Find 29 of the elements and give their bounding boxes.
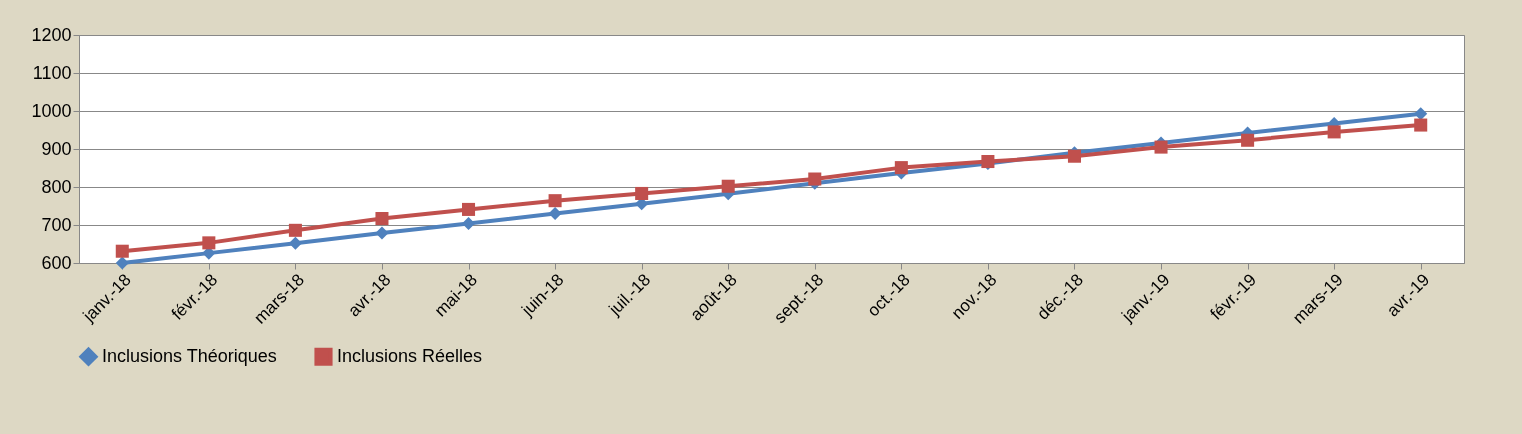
point xyxy=(721,179,735,193)
y-tick-label: 900 xyxy=(41,138,72,159)
point xyxy=(202,236,216,250)
point xyxy=(1241,133,1255,147)
legend-label: Inclusions Réelles xyxy=(337,345,483,366)
point xyxy=(288,223,302,237)
point xyxy=(115,244,129,258)
legend-label: Inclusions Théoriques xyxy=(102,345,277,366)
point xyxy=(375,226,389,240)
point xyxy=(462,202,476,216)
point xyxy=(635,186,649,200)
point xyxy=(1154,140,1168,154)
point xyxy=(548,207,562,221)
point xyxy=(894,161,908,175)
point xyxy=(1327,125,1341,139)
point xyxy=(375,212,389,226)
y-tick-label: 600 xyxy=(41,252,72,273)
y-tick-label: 1100 xyxy=(32,62,72,83)
point xyxy=(808,172,822,186)
y-tick-label: 800 xyxy=(41,176,72,197)
point xyxy=(1414,107,1428,121)
point xyxy=(1414,118,1428,132)
point xyxy=(115,256,129,270)
point xyxy=(288,236,302,250)
point xyxy=(462,216,476,230)
y-tick-label: 1200 xyxy=(31,24,72,45)
y-tick-label: 700 xyxy=(41,214,72,235)
point xyxy=(548,194,562,208)
y-tick-label: 1000 xyxy=(31,100,72,121)
